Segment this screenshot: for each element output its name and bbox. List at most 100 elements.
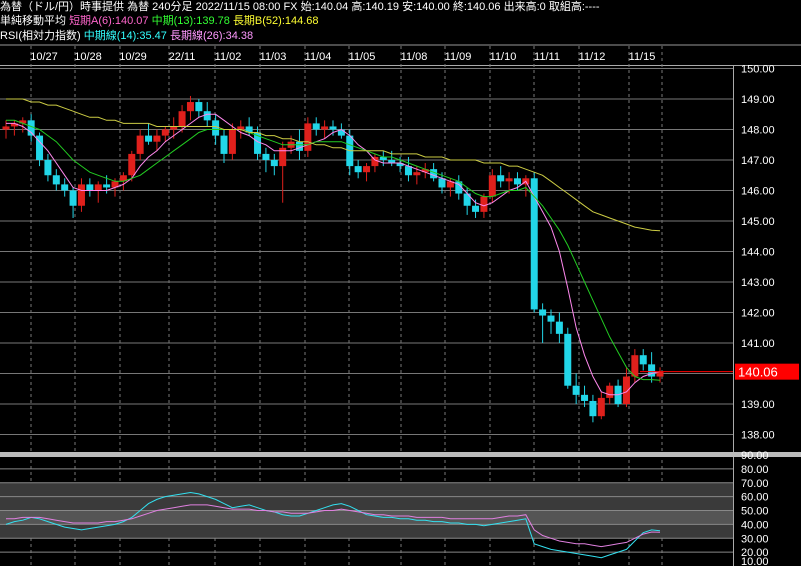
candle-body: [312, 123, 320, 130]
candle-body: [170, 126, 178, 130]
candle-body: [195, 102, 203, 112]
x-tick-label: 11/03: [260, 51, 287, 63]
candle-body: [530, 178, 538, 310]
candle-body: [404, 166, 412, 176]
candle-body: [220, 135, 228, 154]
rsi-mid-legend: 中期線(14):35.47: [83, 30, 167, 42]
candle-body: [270, 160, 278, 167]
candle-body: [631, 355, 639, 377]
sma-mid-legend: 中期(13):139.78: [151, 15, 230, 27]
chart-title: 為替（ドル/円）時事提供 為替 240分足 2022/11/15 08:00 F…: [0, 1, 600, 13]
sma-short-legend: 短期A(6):140.07: [69, 15, 149, 27]
candle-body: [178, 111, 186, 127]
rsi-y-tick-label: 60.00: [741, 492, 769, 504]
candle-body: [597, 397, 605, 417]
rsi-y-tick-label: 30.00: [741, 533, 769, 545]
rsi-y-tick-label: 20.00: [741, 547, 769, 559]
candle-body: [581, 394, 589, 401]
y-tick-label: 149.00: [741, 94, 775, 106]
candle-body: [329, 126, 337, 130]
rsi-mid-line: [5, 491, 661, 559]
candle-body: [455, 181, 463, 194]
y-tick-label: 144.00: [741, 247, 775, 259]
candle-body: [52, 175, 60, 185]
rsi-label: RSI(相対力指数): [0, 30, 81, 42]
candle-body: [27, 120, 35, 136]
rsi-mid-band: [0, 510, 733, 525]
candle-body: [430, 169, 438, 179]
candle-body: [472, 205, 480, 212]
y-tick-label: 138.00: [741, 430, 775, 442]
y-tick-label: 148.00: [741, 125, 775, 137]
candle-body: [304, 123, 312, 151]
candle-body: [161, 129, 169, 136]
y-tick-label: 147.00: [741, 155, 775, 167]
candle-body: [228, 129, 236, 154]
x-tick-label: 11/05: [349, 51, 376, 63]
x-tick-label: 22/11: [169, 51, 196, 63]
candle-body: [186, 102, 194, 112]
candle-body: [136, 135, 144, 154]
candle-body: [10, 123, 18, 127]
candle-body: [69, 190, 77, 206]
candle-body: [94, 184, 102, 191]
rsi-long-line: [6, 504, 661, 548]
candle-body: [86, 184, 94, 191]
y-tick-label: 139.00: [741, 399, 775, 411]
rsi-y-tick-label: 50.00: [741, 506, 769, 518]
sma-long-legend: 長期B(52):144.68: [232, 15, 319, 27]
rsi-long-legend: 長期線(26):34.38: [169, 30, 254, 42]
candle-body: [44, 160, 52, 176]
rsi-legend: RSI(相対力指数) 中期線(14):35.47 長期線(26):34.38: [0, 29, 253, 43]
candle-body: [480, 196, 488, 212]
sma-label: 単純移動平均: [0, 15, 66, 27]
y-tick-label: 143.00: [741, 277, 775, 289]
candle-body: [463, 193, 471, 206]
x-tick-label: 11/08: [401, 51, 428, 63]
candle-body: [648, 364, 656, 377]
candle-body: [2, 126, 10, 130]
candle-body: [111, 181, 119, 188]
sma-long-line: [6, 98, 661, 232]
x-tick-label: 11/09: [445, 51, 472, 63]
candle-body: [513, 178, 521, 185]
rsi-y-tick-label: 80.00: [741, 464, 769, 476]
x-tick-label: 11/11: [534, 51, 560, 63]
rsi-y-tick-label: 10.00: [741, 556, 769, 566]
candle-body: [421, 169, 429, 173]
candle-body: [103, 184, 111, 188]
candle-body: [413, 172, 421, 176]
x-tick-label: 10/27: [30, 51, 58, 63]
candle-body: [36, 135, 44, 160]
y-tick-label: 142.00: [741, 308, 775, 320]
candle-body: [396, 163, 404, 167]
x-tick-label: 10/29: [119, 51, 147, 63]
candle-body: [237, 126, 245, 130]
y-tick-label: 141.00: [741, 338, 775, 350]
last-price-badge: [735, 363, 799, 380]
candle-body: [622, 376, 630, 404]
candle-body: [438, 178, 446, 188]
candle-body: [371, 156, 379, 167]
candle-body: [212, 120, 220, 136]
x-tick-label: 11/04: [305, 51, 332, 63]
candle-body: [245, 126, 253, 133]
candle-body: [488, 175, 496, 197]
candle-body: [363, 166, 371, 173]
candle-body: [539, 309, 547, 316]
sma-mid-line: [6, 119, 661, 381]
candle-body: [572, 385, 580, 395]
candle-body: [497, 175, 505, 182]
candle-body: [354, 166, 362, 173]
sma-legend: 単純移動平均 短期A(6):140.07 中期(13):139.78 長期B(5…: [0, 14, 319, 28]
x-tick-label: 10/28: [74, 51, 102, 63]
candle-body: [203, 111, 211, 121]
last-price-label: 140.06: [738, 365, 778, 380]
rsi-y-tick-label: 40.00: [741, 519, 769, 531]
rsi-y-tick-label: 70.00: [741, 478, 769, 490]
candle-body: [639, 355, 647, 365]
candle-body: [119, 175, 127, 182]
candle-body: [61, 184, 69, 191]
